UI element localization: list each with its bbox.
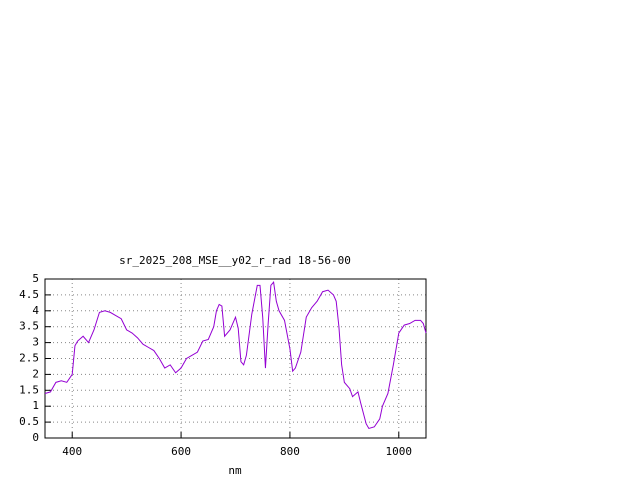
x-tick-label: 1000 <box>386 445 413 458</box>
y-tick-label: 1 <box>32 399 39 412</box>
x-tick-label: 600 <box>171 445 191 458</box>
y-tick-label: 5 <box>32 272 39 285</box>
y-tick-label: 3.5 <box>19 320 39 333</box>
plot-border <box>44 278 427 439</box>
y-tick-label: 1.5 <box>19 383 39 396</box>
data-line <box>44 281 427 430</box>
x-axis-label: nm <box>228 464 242 477</box>
y-tick-label: 4.5 <box>19 288 39 301</box>
x-tick-label: 800 <box>280 445 300 458</box>
y-tick-label: 0.5 <box>19 415 39 428</box>
y-tick-label: 4 <box>32 304 39 317</box>
y-tick-label: 2.5 <box>19 352 39 365</box>
y-tick-label: 2 <box>32 367 39 380</box>
x-tick-label: 400 <box>62 445 82 458</box>
y-tick-label: 3 <box>32 336 39 349</box>
y-tick-label: 0 <box>32 431 39 444</box>
chart-title: sr_2025_208_MSE__y02_r_rad 18-56-00 <box>119 254 351 267</box>
